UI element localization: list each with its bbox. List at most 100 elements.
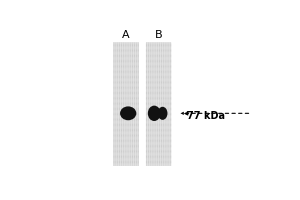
Circle shape bbox=[170, 96, 171, 97]
Circle shape bbox=[152, 76, 153, 77]
Circle shape bbox=[117, 83, 118, 84]
Circle shape bbox=[121, 165, 122, 166]
Circle shape bbox=[117, 146, 118, 147]
Circle shape bbox=[119, 78, 120, 79]
Circle shape bbox=[128, 139, 130, 140]
Circle shape bbox=[159, 141, 160, 142]
Circle shape bbox=[123, 60, 124, 61]
Circle shape bbox=[163, 144, 164, 145]
Circle shape bbox=[163, 135, 164, 136]
Circle shape bbox=[161, 130, 162, 131]
Circle shape bbox=[146, 50, 147, 51]
Circle shape bbox=[113, 152, 115, 153]
Circle shape bbox=[146, 155, 147, 156]
Circle shape bbox=[168, 80, 169, 81]
Circle shape bbox=[117, 162, 118, 163]
Circle shape bbox=[163, 142, 164, 143]
Circle shape bbox=[117, 130, 118, 131]
Circle shape bbox=[130, 96, 131, 97]
Circle shape bbox=[113, 57, 115, 58]
Circle shape bbox=[166, 162, 168, 163]
Circle shape bbox=[166, 81, 168, 82]
Circle shape bbox=[155, 142, 157, 143]
Circle shape bbox=[150, 156, 151, 157]
Circle shape bbox=[121, 81, 122, 82]
Circle shape bbox=[166, 118, 168, 119]
Circle shape bbox=[134, 76, 135, 77]
Circle shape bbox=[155, 87, 157, 88]
Circle shape bbox=[164, 160, 166, 161]
Circle shape bbox=[152, 109, 153, 110]
Circle shape bbox=[159, 165, 160, 166]
Circle shape bbox=[115, 126, 117, 127]
Circle shape bbox=[148, 104, 149, 105]
Circle shape bbox=[163, 162, 164, 163]
Circle shape bbox=[126, 146, 128, 147]
Circle shape bbox=[164, 99, 166, 100]
Circle shape bbox=[163, 91, 164, 92]
Circle shape bbox=[119, 91, 120, 92]
Circle shape bbox=[164, 112, 166, 113]
Circle shape bbox=[146, 91, 147, 92]
Circle shape bbox=[136, 131, 137, 132]
Circle shape bbox=[170, 131, 171, 132]
Circle shape bbox=[168, 144, 169, 145]
Circle shape bbox=[119, 96, 120, 97]
Circle shape bbox=[134, 141, 135, 142]
Circle shape bbox=[170, 120, 171, 121]
Circle shape bbox=[159, 125, 160, 126]
Circle shape bbox=[126, 81, 128, 82]
Circle shape bbox=[170, 110, 171, 111]
Circle shape bbox=[157, 44, 158, 45]
Circle shape bbox=[136, 142, 137, 143]
Circle shape bbox=[119, 77, 120, 78]
Circle shape bbox=[137, 99, 139, 100]
Circle shape bbox=[168, 52, 169, 53]
Circle shape bbox=[130, 89, 131, 90]
Circle shape bbox=[153, 109, 155, 110]
Circle shape bbox=[153, 52, 155, 53]
Circle shape bbox=[146, 160, 147, 161]
Circle shape bbox=[152, 70, 153, 71]
Circle shape bbox=[121, 123, 122, 124]
Circle shape bbox=[136, 160, 137, 161]
Circle shape bbox=[161, 54, 162, 55]
Circle shape bbox=[115, 67, 117, 68]
Circle shape bbox=[136, 83, 137, 84]
Circle shape bbox=[130, 50, 131, 51]
Circle shape bbox=[130, 97, 131, 98]
Circle shape bbox=[159, 123, 160, 124]
Circle shape bbox=[137, 161, 139, 162]
Circle shape bbox=[166, 49, 168, 50]
Circle shape bbox=[136, 123, 137, 124]
Circle shape bbox=[113, 151, 115, 152]
Circle shape bbox=[115, 66, 117, 67]
Circle shape bbox=[115, 134, 117, 135]
Circle shape bbox=[126, 119, 128, 120]
Circle shape bbox=[155, 144, 157, 145]
Circle shape bbox=[113, 51, 115, 52]
Circle shape bbox=[157, 61, 158, 62]
Circle shape bbox=[123, 107, 124, 108]
Circle shape bbox=[119, 45, 120, 46]
Circle shape bbox=[121, 44, 122, 45]
Circle shape bbox=[130, 146, 131, 147]
Circle shape bbox=[136, 61, 137, 62]
Circle shape bbox=[117, 46, 118, 47]
Circle shape bbox=[121, 52, 122, 53]
Circle shape bbox=[126, 137, 128, 138]
Circle shape bbox=[124, 149, 126, 150]
Circle shape bbox=[121, 134, 122, 135]
Circle shape bbox=[128, 45, 130, 46]
Circle shape bbox=[155, 121, 157, 122]
Circle shape bbox=[136, 165, 137, 166]
Circle shape bbox=[123, 80, 124, 81]
Circle shape bbox=[121, 128, 122, 129]
Circle shape bbox=[146, 104, 147, 105]
Circle shape bbox=[150, 151, 151, 152]
Circle shape bbox=[170, 130, 171, 131]
Circle shape bbox=[157, 126, 158, 127]
Circle shape bbox=[130, 98, 131, 99]
Circle shape bbox=[113, 157, 115, 158]
Circle shape bbox=[157, 115, 158, 116]
